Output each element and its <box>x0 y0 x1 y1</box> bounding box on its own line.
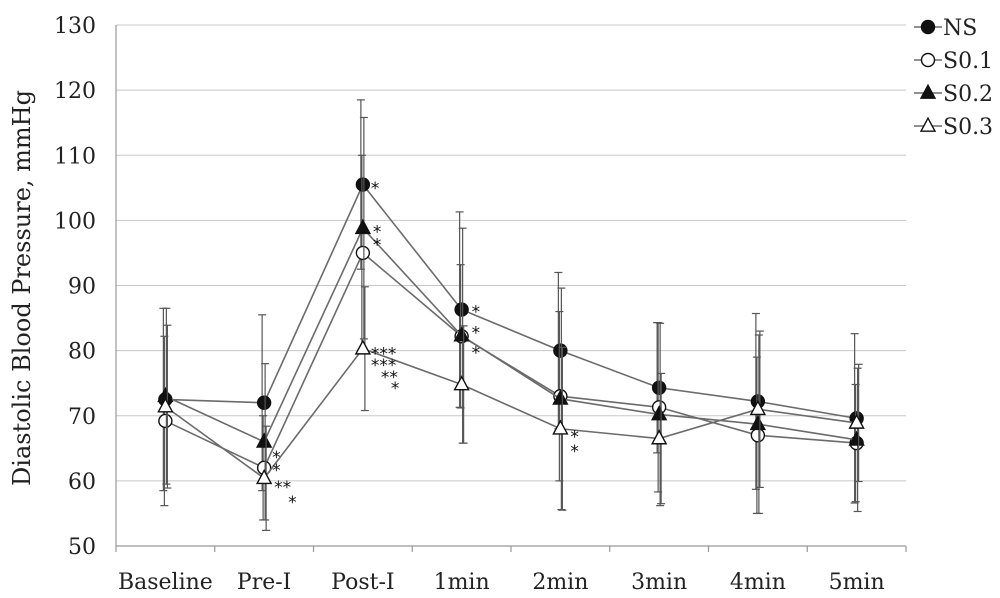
x-tick-labels: Baseline Pre-I Post-I 1min 2min 3min 4min 5min <box>118 570 885 595</box>
significance-marker: *** <box>371 344 397 364</box>
legend-marker <box>920 19 936 35</box>
legend-label: S0.3 <box>943 115 993 140</box>
y-tick-label: 130 <box>54 14 96 39</box>
legend-marker <box>919 116 937 132</box>
legend-label: NS <box>943 16 977 41</box>
data-point <box>354 339 372 355</box>
data-point <box>354 218 372 235</box>
series-line <box>165 183 857 420</box>
y-tick-label: 60 <box>68 470 96 495</box>
y-axis-title: Diastolic Blood Pressure, mmHg <box>8 90 36 486</box>
data-point <box>453 326 470 342</box>
significance-marker: * <box>272 461 281 481</box>
data-point <box>650 429 668 445</box>
legend-item-s03: S0.3 <box>914 115 993 140</box>
data-point <box>256 395 272 410</box>
data-point <box>553 343 568 358</box>
series-line <box>165 251 857 469</box>
x-tick-label: 1min <box>434 570 490 595</box>
series-s02 <box>157 116 865 521</box>
significance-marker: ** <box>381 368 398 388</box>
data-point <box>453 375 470 391</box>
series-s03 <box>157 286 865 531</box>
x-tick-label: 4min <box>730 570 786 595</box>
data-point <box>749 399 767 416</box>
significance-marker: * <box>472 344 481 364</box>
legend-item-ns: NS <box>914 16 977 41</box>
y-tick-label: 90 <box>68 275 96 300</box>
significance-marker: * <box>391 379 400 399</box>
data-point <box>355 245 371 261</box>
x-tick-label: Baseline <box>118 570 213 595</box>
data-point <box>552 419 569 435</box>
x-tick-label: 2min <box>532 570 588 595</box>
data-point <box>157 397 174 413</box>
grid-lines <box>116 24 906 482</box>
y-tick-label: 100 <box>54 209 96 234</box>
data-point <box>158 413 173 429</box>
significance-marker: * <box>288 493 297 513</box>
y-tick-label: 70 <box>68 405 96 430</box>
significance-marker: * <box>373 223 382 243</box>
data-point <box>750 428 766 443</box>
legend-item-s02: S0.2 <box>914 82 993 107</box>
significance-marker: * <box>272 448 281 468</box>
significance-marker: * <box>373 236 382 256</box>
y-tick-label: 80 <box>68 340 96 365</box>
axes <box>115 25 907 552</box>
significance-annotations: ********************** <box>272 179 579 513</box>
series-line <box>164 347 857 480</box>
data-point <box>651 380 667 395</box>
legend-marker <box>920 52 936 68</box>
data-point <box>848 413 865 429</box>
legend-label: S0.2 <box>943 82 993 107</box>
x-tick-label: 3min <box>631 570 687 595</box>
y-tick-labels: 50 60 70 80 90 100 110 120 130 <box>54 14 96 560</box>
data-series <box>157 99 865 531</box>
x-tick-label: Post-I <box>331 570 394 595</box>
data-point <box>650 405 668 421</box>
series-line <box>165 226 857 443</box>
y-tick-label: 120 <box>54 79 96 104</box>
legend-item-s01: S0.1 <box>914 49 993 74</box>
data-point <box>255 468 273 485</box>
significance-marker: * <box>472 303 481 323</box>
y-tick-label: 110 <box>54 144 96 169</box>
significance-marker: *** <box>371 356 397 376</box>
significance-marker: * <box>570 442 579 462</box>
data-point <box>848 430 865 446</box>
significance-marker: * <box>570 428 579 448</box>
x-tick-label: Pre-I <box>237 570 291 595</box>
legend-marker <box>919 83 937 99</box>
y-tick-label: 50 <box>68 535 96 560</box>
significance-marker: * <box>371 179 380 199</box>
data-point <box>749 414 767 431</box>
legend-label: S0.1 <box>943 49 993 74</box>
x-tick-label: 5min <box>829 570 885 595</box>
series-s01 <box>158 154 864 521</box>
data-point <box>454 302 469 317</box>
legend: NS S0.1 S0.2 S0.3 <box>914 16 993 140</box>
data-point <box>552 389 569 405</box>
data-point <box>255 432 273 448</box>
significance-marker: * <box>472 324 481 344</box>
data-point <box>355 177 371 192</box>
significance-marker: ** <box>274 478 291 498</box>
